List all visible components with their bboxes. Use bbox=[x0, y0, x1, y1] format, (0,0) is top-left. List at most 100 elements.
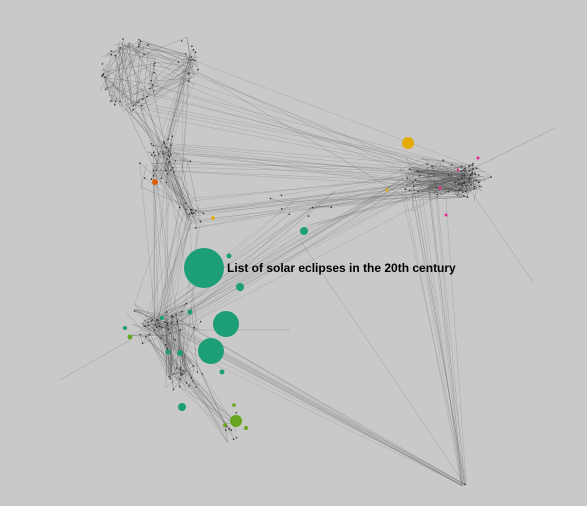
graph-edge bbox=[171, 209, 191, 323]
graph-node-small bbox=[190, 59, 192, 61]
graph-node-pink[interactable] bbox=[438, 186, 442, 190]
graph-node-small bbox=[465, 185, 468, 187]
graph-node-small bbox=[160, 177, 163, 180]
graph-node-small bbox=[170, 144, 172, 146]
graph-node-small bbox=[192, 58, 194, 61]
graph-node-teal[interactable] bbox=[198, 338, 224, 364]
graph-node-teal[interactable] bbox=[213, 311, 239, 337]
graph-edge bbox=[160, 57, 190, 151]
graph-edge bbox=[180, 369, 184, 374]
graph-node-small bbox=[192, 380, 194, 383]
graph-edge bbox=[137, 102, 466, 166]
graph-edge bbox=[146, 43, 186, 55]
graph-edge bbox=[403, 181, 414, 190]
graph-node-green[interactable] bbox=[127, 334, 133, 340]
graph-node-yellow[interactable] bbox=[402, 137, 414, 149]
graph-edge bbox=[141, 78, 192, 106]
graph-node-small bbox=[147, 324, 150, 327]
graph-edge bbox=[134, 309, 199, 330]
graph-edge bbox=[167, 375, 230, 435]
graph-edge bbox=[313, 196, 468, 201]
graph-node-orange[interactable] bbox=[152, 179, 158, 185]
graph-edge bbox=[151, 163, 184, 200]
graph-node-teal[interactable] bbox=[300, 227, 308, 235]
graph-node-small bbox=[184, 53, 187, 55]
graph-node-teal[interactable] bbox=[177, 350, 183, 356]
graph-node-yellow[interactable] bbox=[385, 188, 389, 192]
graph-node-small bbox=[158, 322, 160, 324]
graph-node-teal[interactable] bbox=[236, 283, 244, 291]
graph-node-pink[interactable] bbox=[444, 213, 448, 217]
graph-node-green[interactable] bbox=[232, 403, 236, 407]
graph-edge bbox=[151, 163, 167, 336]
graph-edge bbox=[129, 42, 131, 113]
graph-node-green[interactable] bbox=[244, 426, 248, 430]
graph-node-pink[interactable] bbox=[476, 156, 480, 160]
graph-edge bbox=[177, 359, 229, 416]
graph-node-small bbox=[152, 90, 155, 92]
graph-edge bbox=[431, 181, 466, 192]
graph-node-small bbox=[478, 181, 480, 183]
graph-node-green[interactable] bbox=[223, 423, 227, 427]
graph-edge bbox=[187, 49, 194, 60]
graph-edge bbox=[388, 158, 423, 177]
graph-node-small bbox=[150, 320, 153, 322]
graph-node-teal[interactable] bbox=[160, 316, 164, 320]
graph-edge bbox=[165, 166, 463, 176]
graph-node-small bbox=[447, 191, 450, 193]
graph-node-small bbox=[475, 179, 478, 182]
graph-edge bbox=[171, 374, 187, 384]
graph-edge bbox=[225, 424, 228, 443]
graph-edge bbox=[125, 109, 170, 157]
graph-node-small bbox=[160, 337, 162, 339]
graph-node-pink[interactable] bbox=[456, 168, 460, 172]
graph-node-yellow[interactable] bbox=[211, 216, 215, 220]
graph-node-small bbox=[143, 177, 146, 179]
graph-node-small bbox=[179, 372, 182, 375]
graph-node-small bbox=[139, 40, 142, 43]
graph-node-teal[interactable] bbox=[165, 349, 171, 355]
graph-edge bbox=[142, 320, 158, 344]
graph-edge bbox=[405, 182, 467, 186]
graph-edge bbox=[126, 106, 133, 113]
graph-edge bbox=[156, 161, 188, 328]
graph-node-small bbox=[114, 54, 117, 57]
graph-edge bbox=[469, 127, 556, 171]
graph-node-teal[interactable] bbox=[178, 403, 186, 411]
graph-edge bbox=[156, 311, 183, 328]
node-solar-eclipses-hub[interactable] bbox=[184, 248, 224, 288]
graph-edge bbox=[145, 54, 462, 183]
graph-node-small bbox=[166, 347, 169, 350]
graph-edge bbox=[202, 375, 234, 423]
graph-node-small bbox=[190, 377, 193, 379]
graph-edge bbox=[102, 64, 109, 75]
graph-node-small bbox=[460, 165, 463, 167]
graph-edge bbox=[189, 60, 191, 67]
graph-edge bbox=[153, 224, 319, 320]
graph-edge bbox=[195, 180, 478, 229]
graph-node-small bbox=[152, 144, 155, 147]
graph-edge bbox=[165, 319, 167, 321]
graph-node-teal[interactable] bbox=[226, 253, 232, 259]
graph-node-small bbox=[466, 196, 469, 198]
graph-edge bbox=[318, 173, 473, 225]
graph-node-small bbox=[463, 182, 465, 184]
graph-node-small bbox=[460, 170, 463, 173]
graph-node-small bbox=[153, 328, 156, 331]
graph-edge bbox=[436, 187, 465, 485]
graph-node-green[interactable] bbox=[230, 415, 242, 427]
graph-node-small bbox=[174, 339, 176, 341]
graph-node-small bbox=[139, 162, 141, 164]
graph-node-teal[interactable] bbox=[219, 369, 225, 375]
graph-edge bbox=[136, 41, 197, 65]
graph-edge bbox=[170, 374, 190, 389]
graph-edge bbox=[306, 185, 467, 210]
graph-node-small bbox=[155, 326, 158, 329]
graph-node-teal[interactable] bbox=[187, 309, 193, 315]
graph-node-teal[interactable] bbox=[123, 326, 127, 330]
graph-node-small bbox=[413, 185, 415, 187]
graph-edge bbox=[142, 323, 168, 376]
graph-edge bbox=[110, 47, 121, 102]
graph-edge bbox=[181, 59, 191, 180]
